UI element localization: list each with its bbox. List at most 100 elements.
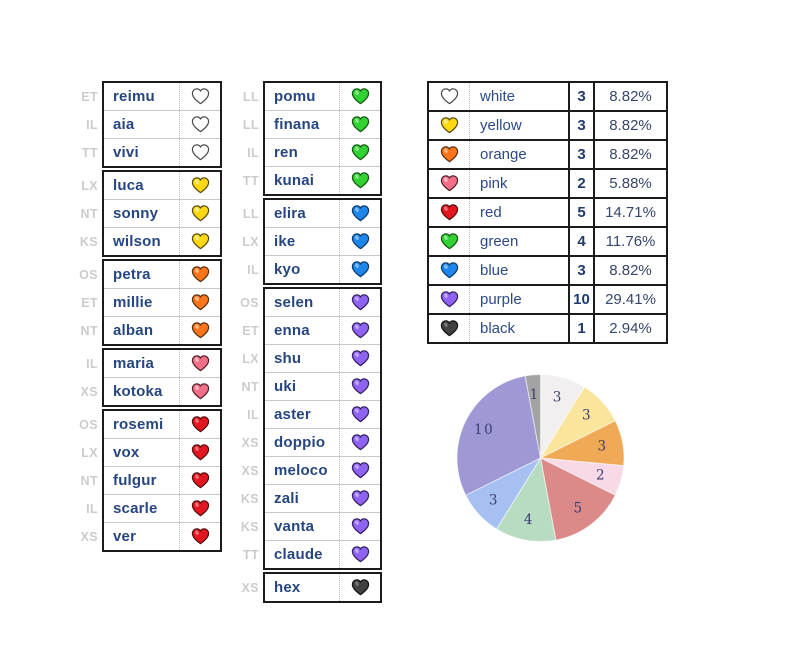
heart-cell [339,317,380,344]
generation-tag: NT [80,323,98,338]
generation-tag: LL [242,89,259,104]
member-name: doppio [274,434,326,451]
member-name: maria [113,355,155,372]
member-name: millie [113,294,153,311]
heart-cell [339,167,380,194]
summary-count: 5 [568,199,595,226]
heart-cell [179,467,220,494]
heart-cell [179,289,220,316]
member-name: zali [274,490,299,507]
heart-icon-pink [191,383,209,400]
heart-icon-purple [351,462,369,479]
summary-percent: 14.71% [605,204,656,221]
generation-tag: OS [79,267,98,282]
list-item: IL aia [86,110,220,138]
heart-icon-pink [440,175,458,192]
generation-tag: ET [81,295,98,310]
member-name: meloco [274,462,328,479]
member-name: elira [274,205,306,222]
generation-tag: IL [86,501,98,516]
pie-label: 3 [582,408,592,424]
generation-tag: KS [79,234,98,249]
member-name: selen [274,294,314,311]
list-item: TT vivi [82,138,220,166]
heart-icon-orange [440,146,458,163]
list-item: OS rosemi [79,411,220,438]
heart-icon-white [440,88,458,105]
list-item: KS zali [241,484,380,512]
heart-icon-yellow [191,205,209,222]
pie-slice-black [524,373,541,459]
heart-icon-purple [351,294,369,311]
heart-icon-white [191,116,209,133]
summary-row: green 4 11.76% [427,226,668,257]
heart-cell [339,345,380,372]
generation-tag: IL [86,356,98,371]
member-name: sonny [113,205,159,222]
heart-icon-purple [351,490,369,507]
heart-cell [179,495,220,522]
member-name: kyo [274,261,301,278]
pie-chart: 3 3 3 2 5 4 3 10 1 [435,352,647,564]
color-group-blue: LL elira LX ike IL kyo [242,198,382,285]
list-item: LL finana [243,110,380,138]
heart-cell [179,228,220,255]
list-item: ET enna [242,316,380,344]
member-name: claude [274,546,323,563]
member-list-middle: LL pomu LL finana IL ren TT kunai LL elira LX ike IL… [240,81,382,605]
heart-icon-purple [351,518,369,535]
generation-tag: NT [241,379,259,394]
member-name: aia [113,116,135,133]
generation-tag: XS [80,529,98,544]
summary-percent: 2.94% [609,320,652,337]
list-item: ET reimu [81,83,220,110]
heart-cell [179,523,220,550]
summary-heart-cell [429,286,470,313]
generation-tag: TT [242,547,259,562]
color-group-white: ET reimu IL aia TT vivi [81,81,222,168]
list-item: XS kotoka [81,377,220,405]
generation-tag: NT [80,473,98,488]
member-name: finana [274,116,320,133]
list-item: XS ver [81,522,220,550]
summary-color-name: green [480,233,519,250]
heart-icon-purple [351,434,369,451]
summary-color-name: orange [480,146,527,163]
summary-row: orange 3 8.82% [427,139,668,170]
summary-percent: 8.82% [609,262,652,279]
heart-cell [339,139,380,166]
pie-label: 3 [489,493,499,509]
list-item: IL scarle [86,494,220,522]
heart-icon-orange [191,322,209,339]
summary-heart-cell [429,199,470,226]
summary-percent: 29.41% [605,291,656,308]
generation-tag: LX [81,445,98,460]
heart-cell [179,83,220,110]
heart-cell [339,574,380,601]
summary-count: 2 [568,170,595,197]
list-item: OS petra [79,261,220,288]
heart-icon-green [351,144,369,161]
heart-cell [339,457,380,484]
heart-icon-red [191,444,209,461]
list-item: NT sonny [81,199,220,227]
color-summary-table: white 3 8.82% yellow 3 8.82% orange 3 8.82% pink 2… [427,81,668,344]
summary-count: 3 [568,257,595,284]
heart-icon-purple [351,350,369,367]
heart-icon-red [191,500,209,517]
color-group-purple: OS selen ET enna LX shu NT uki IL aster XS doppio XS… [240,287,382,570]
color-group-black: XS hex [242,572,382,603]
heart-cell [339,200,380,227]
list-item: NT alban [81,316,220,344]
summary-heart-cell [429,141,470,168]
list-item: OS selen [240,289,380,316]
list-item: LX shu [242,344,380,372]
summary-color-name: white [480,88,516,105]
member-name: vox [113,444,140,461]
member-name: aster [274,406,311,423]
generation-tag: XS [241,580,259,595]
summary-heart-cell [429,83,470,110]
summary-color-name: pink [480,175,508,192]
list-item: TT kunai [243,166,380,194]
generation-tag: TT [81,145,98,160]
